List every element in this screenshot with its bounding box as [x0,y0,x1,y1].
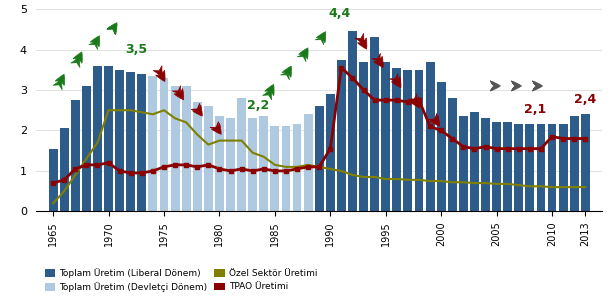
Bar [182,86,190,211]
Bar [426,62,435,211]
Bar [392,68,401,211]
Bar [237,98,246,211]
Bar [193,102,202,211]
Bar [315,106,323,211]
Bar [104,66,113,211]
Bar [470,112,479,211]
Bar [536,124,545,211]
Bar [148,76,157,211]
Bar [548,124,556,211]
Bar [248,118,257,211]
Bar [359,62,368,211]
Bar [570,116,579,211]
Bar [115,70,124,211]
Text: 4,4: 4,4 [328,7,350,21]
Bar [171,86,179,211]
Text: 2,1: 2,1 [524,103,547,116]
Bar [137,74,147,211]
Bar [82,86,91,211]
Bar [159,78,168,211]
Bar [204,106,213,211]
Bar [303,114,313,211]
Bar [215,116,224,211]
Text: 3,5: 3,5 [125,43,147,56]
Bar [437,82,446,211]
Bar [492,122,501,211]
Bar [226,118,235,211]
Legend: Toplam Üretim (Liberal Dönem), Toplam Üretim (Devletçi Dönem), Özel Sektör Üreti: Toplam Üretim (Liberal Dönem), Toplam Ür… [41,265,321,296]
Bar [525,124,534,211]
Bar [581,114,590,211]
Bar [559,124,567,211]
Bar [448,98,457,211]
Bar [514,124,523,211]
Bar [348,31,357,211]
Bar [126,72,135,211]
Bar [326,94,335,211]
Text: 2,4: 2,4 [574,93,596,106]
Bar [71,100,80,211]
Bar [459,116,468,211]
Bar [381,62,390,211]
Text: 2,2: 2,2 [247,99,269,112]
Bar [337,59,346,211]
Bar [282,127,291,211]
Bar [271,127,279,211]
Bar [260,116,268,211]
Bar [415,70,423,211]
Bar [481,118,490,211]
Bar [93,66,102,211]
Bar [292,124,302,211]
Bar [60,128,69,211]
Bar [404,70,412,211]
Bar [49,149,58,211]
Bar [503,122,512,211]
Bar [370,37,379,211]
